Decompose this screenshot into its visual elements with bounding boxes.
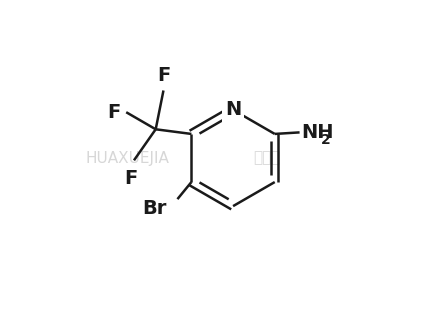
Text: F: F bbox=[124, 169, 137, 188]
Text: 化学加: 化学加 bbox=[253, 150, 281, 166]
Text: NH: NH bbox=[301, 123, 334, 142]
Text: Br: Br bbox=[142, 199, 167, 218]
Text: F: F bbox=[157, 66, 170, 85]
Text: HUAXUEJIA: HUAXUEJIA bbox=[86, 150, 169, 166]
Text: 2: 2 bbox=[321, 133, 330, 147]
Text: N: N bbox=[225, 100, 241, 119]
Text: F: F bbox=[107, 103, 120, 122]
